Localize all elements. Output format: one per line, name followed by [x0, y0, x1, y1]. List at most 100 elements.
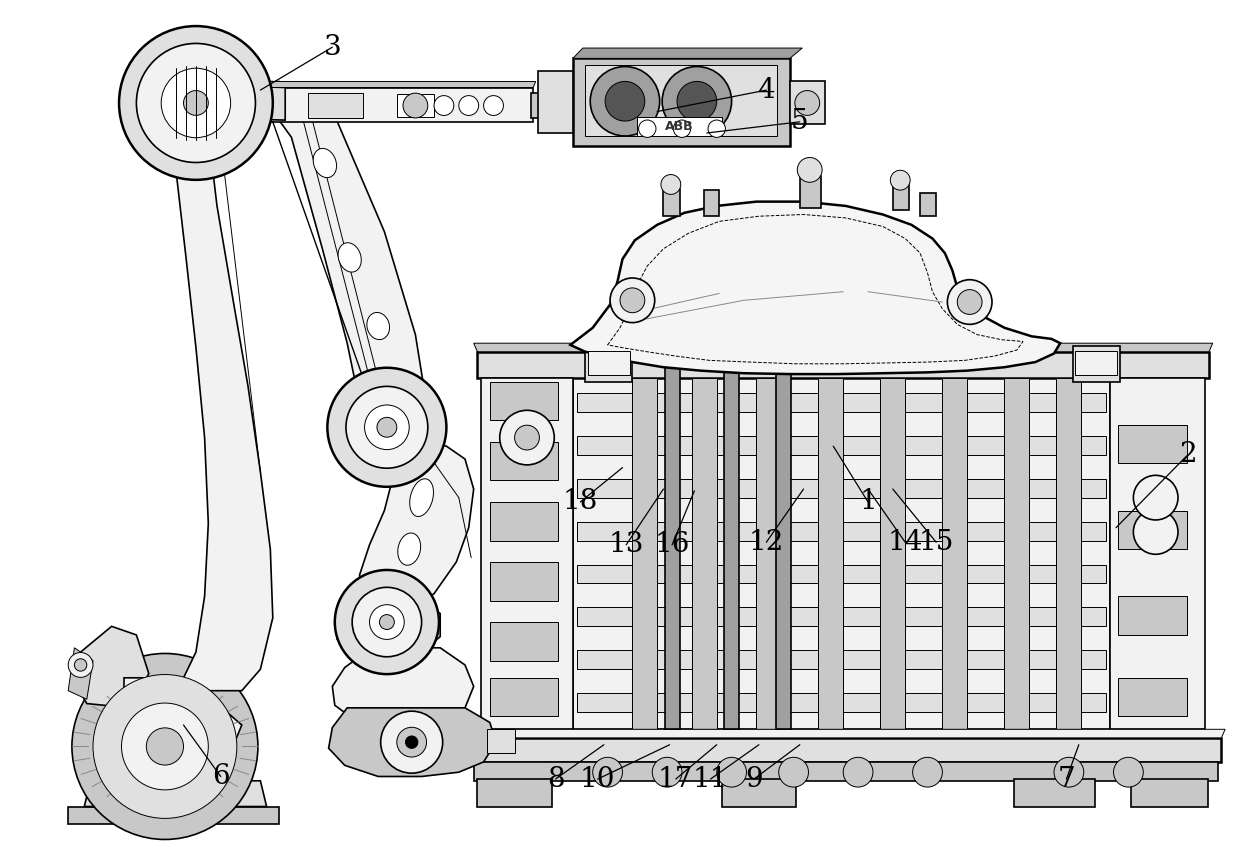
Polygon shape: [226, 86, 285, 120]
Circle shape: [708, 120, 725, 137]
Polygon shape: [68, 648, 93, 699]
Polygon shape: [74, 626, 149, 708]
Circle shape: [365, 405, 409, 450]
Text: 1: 1: [859, 488, 877, 516]
Text: 6: 6: [212, 763, 229, 790]
Circle shape: [74, 659, 87, 671]
Circle shape: [484, 95, 503, 116]
Text: 4: 4: [758, 76, 775, 104]
Circle shape: [795, 91, 820, 115]
Polygon shape: [800, 176, 821, 208]
Circle shape: [913, 758, 942, 787]
Polygon shape: [577, 522, 1106, 541]
Circle shape: [370, 605, 404, 639]
Circle shape: [403, 94, 428, 118]
Polygon shape: [577, 565, 1106, 583]
Circle shape: [184, 91, 208, 115]
Polygon shape: [68, 807, 279, 824]
Polygon shape: [360, 433, 474, 616]
Circle shape: [661, 174, 681, 195]
Ellipse shape: [367, 312, 389, 340]
Text: 13: 13: [609, 531, 644, 559]
Text: 8: 8: [547, 765, 564, 793]
Polygon shape: [776, 352, 791, 729]
Polygon shape: [573, 58, 790, 146]
Bar: [477, 779, 552, 807]
Polygon shape: [663, 189, 680, 216]
Circle shape: [1054, 758, 1084, 787]
Bar: [490, 502, 558, 541]
Bar: [1118, 596, 1187, 635]
Bar: [308, 93, 363, 118]
Circle shape: [346, 386, 428, 468]
Circle shape: [677, 82, 717, 121]
Polygon shape: [461, 729, 1225, 738]
Text: 11: 11: [693, 765, 728, 793]
Text: 7: 7: [1058, 765, 1075, 793]
Ellipse shape: [398, 533, 420, 565]
Polygon shape: [756, 378, 781, 729]
Circle shape: [146, 728, 184, 765]
Circle shape: [136, 44, 255, 162]
Circle shape: [405, 736, 418, 748]
Polygon shape: [577, 607, 1106, 626]
Bar: [1131, 779, 1208, 807]
Ellipse shape: [339, 243, 361, 272]
Bar: [490, 562, 558, 601]
Polygon shape: [474, 343, 1213, 352]
Circle shape: [327, 368, 446, 486]
Text: 3: 3: [324, 33, 341, 61]
Polygon shape: [481, 378, 573, 729]
Polygon shape: [231, 82, 536, 88]
Polygon shape: [477, 352, 1209, 378]
Circle shape: [377, 417, 397, 438]
Circle shape: [515, 426, 539, 450]
Circle shape: [352, 588, 422, 656]
Bar: [490, 442, 558, 480]
Polygon shape: [465, 738, 1221, 762]
Bar: [585, 346, 632, 382]
Circle shape: [673, 120, 691, 137]
Circle shape: [890, 170, 910, 190]
Bar: [487, 729, 515, 753]
Ellipse shape: [409, 479, 434, 517]
Polygon shape: [124, 86, 273, 691]
Circle shape: [122, 703, 208, 790]
Circle shape: [639, 120, 656, 137]
Polygon shape: [474, 762, 1218, 781]
Circle shape: [662, 67, 732, 136]
Circle shape: [434, 95, 454, 116]
Bar: [588, 351, 630, 375]
Polygon shape: [577, 393, 1106, 412]
Circle shape: [605, 82, 645, 121]
Polygon shape: [570, 202, 1060, 374]
Circle shape: [161, 69, 231, 137]
Polygon shape: [818, 378, 843, 729]
Polygon shape: [577, 436, 1106, 455]
Text: 5: 5: [791, 108, 808, 136]
Circle shape: [652, 758, 682, 787]
Polygon shape: [1004, 378, 1029, 729]
Circle shape: [72, 654, 258, 839]
Polygon shape: [531, 93, 573, 118]
Text: 14: 14: [888, 529, 923, 556]
Bar: [1075, 351, 1117, 375]
Polygon shape: [704, 190, 719, 216]
Bar: [585, 65, 777, 136]
Circle shape: [1133, 510, 1178, 554]
Polygon shape: [102, 691, 242, 755]
Circle shape: [717, 758, 746, 787]
Circle shape: [593, 758, 622, 787]
Bar: [1118, 511, 1187, 549]
Polygon shape: [920, 193, 936, 216]
Polygon shape: [573, 48, 802, 58]
Circle shape: [68, 653, 93, 677]
Text: 2: 2: [1179, 441, 1197, 468]
Bar: [1073, 346, 1120, 382]
Text: 10: 10: [580, 765, 615, 793]
Polygon shape: [1110, 378, 1205, 729]
Circle shape: [947, 280, 992, 324]
Bar: [637, 117, 722, 136]
Circle shape: [1133, 475, 1178, 520]
Polygon shape: [942, 378, 967, 729]
